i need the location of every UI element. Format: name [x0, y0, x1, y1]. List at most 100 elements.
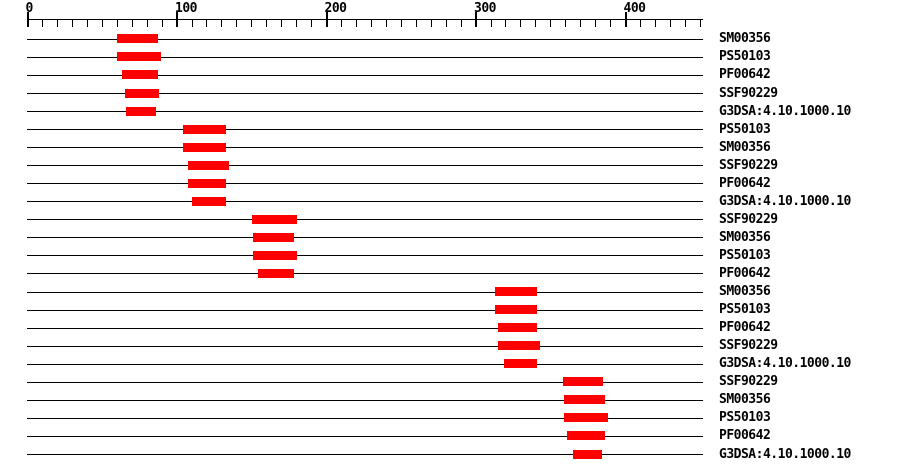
ruler-minor-tick: [415, 19, 417, 27]
track-baseline: [27, 436, 703, 437]
ruler-minor-tick: [505, 19, 507, 27]
feature-match-box: [192, 196, 227, 206]
ruler-minor-tick: [56, 19, 58, 27]
ruler-minor-tick: [206, 19, 208, 27]
ruler-minor-tick: [221, 19, 223, 27]
ruler-minor-tick: [266, 19, 268, 27]
ruler-minor-tick: [684, 19, 686, 27]
track-signature-label: SSF90229: [719, 211, 778, 227]
track-baseline: [27, 400, 703, 401]
ruler-major-tick: [26, 12, 29, 27]
track-signature-label: SSF90229: [719, 157, 778, 173]
ruler-minor-tick: [490, 19, 492, 27]
ruler-minor-tick: [71, 19, 73, 27]
track-signature-label: SSF90229: [719, 338, 778, 354]
feature-match-box: [253, 250, 297, 260]
track-baseline: [27, 310, 703, 311]
ruler-major-tick: [475, 12, 477, 27]
track-signature-label: SM00356: [719, 229, 771, 245]
ruler-minor-tick: [430, 19, 432, 27]
ruler-minor-tick: [355, 19, 357, 27]
track-baseline: [27, 57, 703, 58]
track-baseline: [27, 418, 703, 419]
ruler-minor-tick: [445, 19, 447, 27]
ruler-minor-tick: [565, 19, 567, 27]
track-baseline: [27, 364, 703, 365]
track-signature-label: PF00642: [719, 428, 771, 444]
track-baseline: [27, 255, 703, 256]
track-signature-label: SSF90229: [719, 374, 778, 390]
track-baseline: [27, 454, 703, 455]
feature-match-box: [257, 268, 294, 278]
feature-match-box: [567, 431, 605, 441]
ruler-minor-tick: [296, 19, 298, 27]
track-baseline: [27, 75, 703, 76]
ruler-major-tick: [624, 12, 627, 27]
feature-match-box: [562, 377, 604, 387]
track-baseline: [27, 273, 703, 274]
track-signature-label: G3DSA:4.10.1000.10: [719, 193, 851, 209]
ruler-minor-tick: [86, 19, 88, 27]
track-baseline: [27, 129, 703, 130]
feature-match-box: [251, 214, 297, 224]
ruler-minor-tick: [699, 19, 701, 27]
track-baseline: [27, 382, 703, 383]
ruler-major-tick: [176, 12, 178, 27]
feature-match-box: [187, 178, 227, 188]
feature-match-box: [126, 106, 157, 116]
ruler-minor-tick: [460, 19, 462, 27]
track-baseline: [27, 346, 703, 347]
feature-match-box: [573, 449, 602, 459]
track-baseline: [27, 219, 703, 220]
track-signature-label: PF00642: [719, 265, 771, 281]
feature-match-box: [253, 232, 294, 242]
feature-match-box: [498, 323, 538, 333]
feature-match-box: [504, 359, 538, 369]
ruler-tick-label: 300: [474, 1, 496, 16]
track-signature-label: PS50103: [719, 410, 771, 426]
track-signature-label: PS50103: [719, 121, 771, 137]
feature-match-box: [564, 395, 605, 405]
track-signature-label: SM00356: [719, 284, 771, 299]
feature-match-box: [564, 413, 608, 423]
feature-match-box: [117, 34, 158, 44]
ruler-minor-tick: [341, 19, 342, 27]
ruler-minor-tick: [669, 19, 671, 27]
ruler-minor-tick: [101, 19, 103, 27]
track-baseline: [27, 237, 703, 238]
ruler-minor-tick: [191, 19, 193, 27]
feature-match-box: [495, 287, 538, 296]
feature-match-box: [495, 305, 538, 315]
ruler-tick-label: 400: [623, 1, 646, 16]
track-signature-label: SSF90229: [719, 85, 778, 101]
ruler-major-tick: [325, 12, 328, 27]
ruler-minor-tick: [161, 19, 163, 27]
ruler-axis-line: [27, 19, 703, 20]
ruler-minor-tick: [580, 19, 582, 27]
ruler-minor-tick: [42, 19, 43, 27]
ruler-minor-tick: [251, 19, 253, 27]
ruler-minor-tick: [640, 19, 641, 27]
ruler-minor-tick: [370, 19, 372, 27]
ruler-tick-label: 100: [175, 1, 197, 16]
ruler-minor-tick: [116, 19, 118, 27]
track-signature-label: PF00642: [719, 175, 771, 191]
track-baseline: [27, 111, 703, 112]
track-signature-label: PF00642: [719, 67, 771, 83]
track-baseline: [27, 93, 703, 94]
track-baseline: [27, 39, 703, 40]
feature-match-box: [498, 341, 541, 351]
ruler-minor-tick: [281, 19, 283, 27]
ruler-minor-tick: [311, 19, 313, 27]
feature-match-box: [121, 70, 158, 80]
track-signature-label: SM00356: [719, 139, 771, 155]
feature-match-box: [187, 160, 230, 170]
ruler-minor-tick: [131, 19, 133, 27]
track-signature-label: G3DSA:4.10.1000.10: [719, 356, 851, 372]
track-signature-label: PS50103: [719, 302, 771, 318]
ruler-minor-tick: [385, 19, 387, 27]
ruler-minor-tick: [610, 19, 612, 27]
track-baseline: [27, 201, 703, 202]
ruler-tick-label: 0: [25, 1, 34, 16]
